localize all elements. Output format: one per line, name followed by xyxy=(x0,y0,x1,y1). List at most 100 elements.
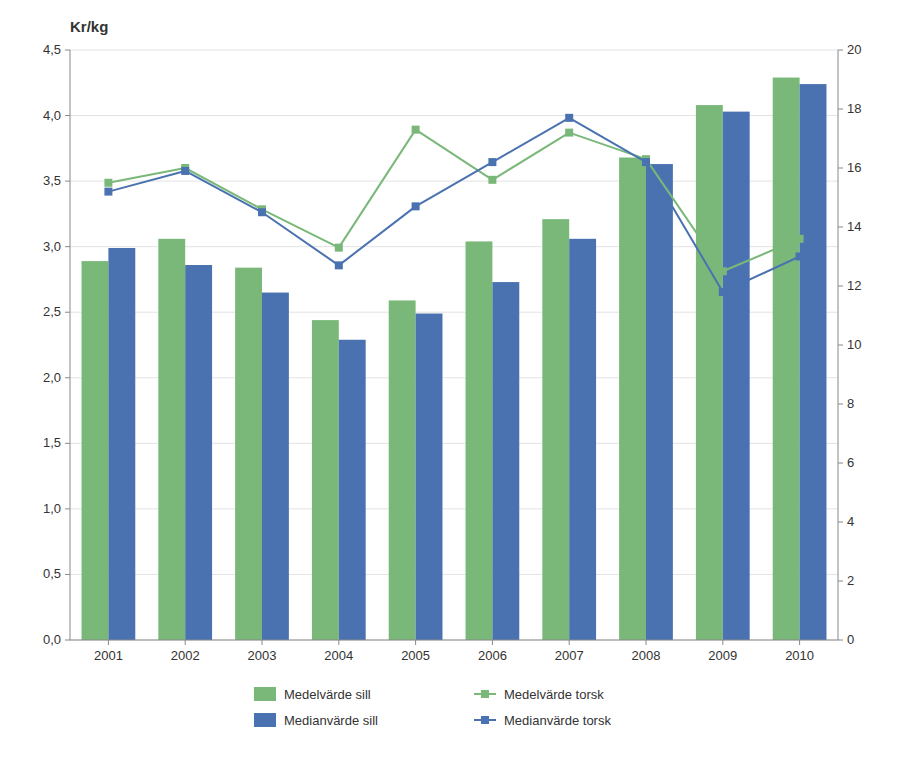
y-axis-label: Kr/kg xyxy=(70,18,108,35)
y2-tick xyxy=(838,640,843,641)
x-tick-label: 2003 xyxy=(248,648,277,663)
grid xyxy=(70,50,838,640)
y2-tick xyxy=(838,168,843,169)
bar xyxy=(773,78,800,640)
axes: 2001200220032004200520062007200820092010… xyxy=(43,42,862,663)
marker xyxy=(565,114,573,122)
x-tick-label: 2005 xyxy=(401,648,430,663)
y2-tick-label: 6 xyxy=(847,455,854,470)
bar xyxy=(108,248,135,640)
y2-tick xyxy=(838,227,843,228)
bar xyxy=(800,84,827,640)
x-tick-label: 2006 xyxy=(478,648,507,663)
y2-tick-label: 12 xyxy=(847,278,861,293)
marker xyxy=(412,126,420,134)
chart: 2001200220032004200520062007200820092010… xyxy=(0,0,908,766)
grid-line xyxy=(70,50,838,51)
legend: Medelvärde sill Medianvärde sill Medelvärd… xyxy=(254,687,611,728)
bar xyxy=(185,265,212,640)
y-tick xyxy=(65,443,70,444)
legend-label: Medianvärde sill xyxy=(284,713,378,728)
y2-tick xyxy=(838,286,843,287)
legend-item: Medianvärde torsk xyxy=(474,713,611,728)
y2-tick-label: 4 xyxy=(847,514,854,529)
x-tick-label: 2009 xyxy=(708,648,737,663)
x-tick-label: 2008 xyxy=(632,648,661,663)
x-tick-label: 2001 xyxy=(94,648,123,663)
x-tick xyxy=(262,640,263,645)
y-axis-line xyxy=(70,50,71,640)
legend-marker xyxy=(481,690,489,698)
y-tick-label: 4,5 xyxy=(43,42,61,57)
y2-tick xyxy=(838,345,843,346)
legend-item: Medianvärde sill xyxy=(254,713,378,728)
marker xyxy=(335,261,343,269)
bar xyxy=(416,314,443,640)
y-tick xyxy=(65,640,70,641)
y-tick xyxy=(65,181,70,182)
x-tick-label: 2007 xyxy=(555,648,584,663)
y2-tick-label: 16 xyxy=(847,160,861,175)
x-tick xyxy=(338,640,339,645)
bar xyxy=(646,164,673,640)
bar xyxy=(542,219,569,640)
x-tick xyxy=(185,640,186,645)
x-tick-label: 2002 xyxy=(171,648,200,663)
y-tick xyxy=(65,50,70,51)
y2-tick-label: 14 xyxy=(847,219,861,234)
legend-label: Medianvärde torsk xyxy=(504,713,611,728)
y2-tick-label: 20 xyxy=(847,42,861,57)
x-tick xyxy=(799,640,800,645)
y2-tick-label: 18 xyxy=(847,101,861,116)
y-tick-label: 3,0 xyxy=(43,239,61,254)
marker xyxy=(412,202,420,210)
bar xyxy=(235,268,262,640)
bar xyxy=(492,282,519,640)
legend-label: Medelvärde torsk xyxy=(504,687,604,702)
y-tick-label: 2,0 xyxy=(43,370,61,385)
line xyxy=(108,118,799,292)
legend-marker xyxy=(481,716,489,724)
marker xyxy=(796,235,804,243)
y-tick xyxy=(65,312,70,313)
legend-item: Medelvärde sill xyxy=(254,687,371,702)
x-tick xyxy=(492,640,493,645)
legend-swatch xyxy=(254,687,276,701)
marker xyxy=(565,129,573,137)
marker xyxy=(181,167,189,175)
y-tick-label: 3,5 xyxy=(43,173,61,188)
bar xyxy=(82,261,109,640)
y-tick xyxy=(65,508,70,509)
bar xyxy=(619,158,646,640)
y2-tick-label: 0 xyxy=(847,632,854,647)
y-tick xyxy=(65,246,70,247)
y2-tick xyxy=(838,581,843,582)
marker xyxy=(796,253,804,261)
legend-label: Medelvärde sill xyxy=(284,687,371,702)
marker xyxy=(642,158,650,166)
y2-tick xyxy=(838,522,843,523)
bar xyxy=(158,239,185,640)
y-tick-label: 1,0 xyxy=(43,501,61,516)
marker xyxy=(335,244,343,252)
x-tick xyxy=(722,640,723,645)
y-tick-label: 4,0 xyxy=(43,108,61,123)
bar xyxy=(723,112,750,640)
marks xyxy=(82,78,827,640)
y-tick-label: 0,0 xyxy=(43,632,61,647)
marker xyxy=(719,267,727,275)
x-tick xyxy=(569,640,570,645)
y-tick xyxy=(65,115,70,116)
marker xyxy=(258,208,266,216)
marker xyxy=(488,176,496,184)
bar xyxy=(696,105,723,640)
y2-tick-label: 10 xyxy=(847,337,861,352)
y2-tick xyxy=(838,463,843,464)
y-tick xyxy=(65,377,70,378)
marker xyxy=(104,179,112,187)
x-tick-label: 2004 xyxy=(324,648,353,663)
bar xyxy=(569,239,596,640)
y2-tick xyxy=(838,50,843,51)
legend-item: Medelvärde torsk xyxy=(474,687,604,702)
x-tick xyxy=(646,640,647,645)
